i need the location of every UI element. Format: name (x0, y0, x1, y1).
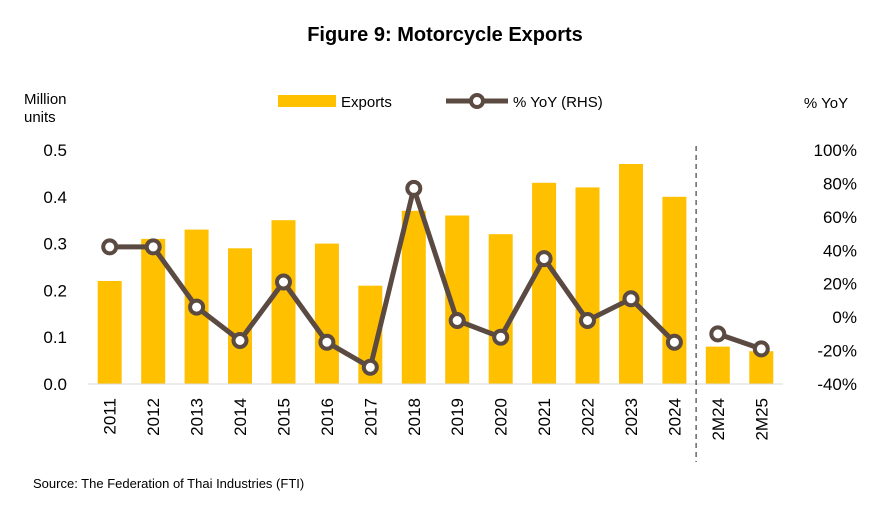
x-tick-2016: 2016 (318, 398, 337, 436)
bar-2023 (619, 164, 643, 384)
legend: Exports % YoY (RHS) (278, 93, 603, 111)
bar-2016 (314, 243, 339, 384)
yoy-point-2022 (579, 312, 596, 329)
x-tick-2024: 2024 (665, 398, 684, 436)
left-axis-ticks: 0.0 0.1 0.2 0.3 0.4 0.5 (43, 141, 67, 394)
left-tick-label: 0.2 (43, 281, 67, 300)
yoy-point-2011 (101, 238, 119, 256)
right-tick-label: 80% (823, 174, 857, 193)
legend-yoy-label: % YoY (RHS) (513, 94, 603, 111)
right-tick-label: 20% (823, 275, 857, 294)
yoy-point-2021 (535, 250, 553, 268)
x-tick-2022: 2022 (579, 398, 598, 436)
x-tick-2011: 2011 (101, 398, 120, 435)
legend-exports-swatch (278, 95, 336, 107)
yoy-point-2024 (665, 333, 683, 351)
left-axis-unit-line: Million (24, 91, 67, 108)
yoy-point-2023 (622, 290, 640, 308)
yoy-point-2M24 (709, 325, 727, 343)
right-tick-label: 60% (823, 208, 857, 227)
bar-2015 (271, 220, 296, 384)
x-tick-2013: 2013 (188, 398, 207, 436)
source-note: Source: The Federation of Thai Industrie… (33, 476, 304, 491)
x-axis-ticks: 2011 2012 2013 2014 2015 2016 2017 2018 2019 2020… (101, 398, 772, 441)
x-tick-2018: 2018 (405, 398, 424, 436)
bar-2022 (575, 187, 600, 384)
yoy-point-2016 (318, 333, 336, 351)
x-tick-2M25: 2M25 (752, 398, 771, 441)
x-tick-2019: 2019 (448, 398, 467, 436)
x-tick-2M24: 2M24 (709, 398, 728, 441)
chart-title: Figure 9: Motorcycle Exports (307, 24, 583, 46)
legend-yoy-marker (469, 93, 485, 109)
yoy-point-2012 (144, 238, 162, 256)
yoy-point-2014 (231, 332, 249, 349)
right-tick-label: 40% (823, 241, 857, 260)
left-tick-label: 0.5 (43, 141, 67, 160)
bar-2018 (401, 210, 426, 384)
yoy-point-2018 (405, 179, 423, 197)
yoy-point-2M25 (752, 340, 770, 358)
right-axis-unit-label: % YoY (804, 95, 848, 112)
left-tick-label: 0.0 (43, 375, 67, 394)
right-tick-label: 100% (814, 141, 857, 160)
left-tick-label: 0.3 (43, 235, 67, 254)
right-axis-ticks: -40% -20% 0% 20% 40% 60% 80% 100% (814, 141, 857, 394)
bar-2024 (662, 196, 687, 384)
bars (97, 164, 774, 384)
bar-2014 (228, 248, 252, 384)
x-tick-2023: 2023 (622, 398, 641, 436)
left-tick-label: 0.4 (43, 188, 67, 207)
yoy-line-series (101, 179, 770, 376)
bar-2021 (532, 182, 557, 384)
x-tick-2017: 2017 (361, 398, 380, 436)
bar-2M24 (705, 346, 730, 384)
legend-exports-label: Exports (341, 94, 392, 111)
yoy-point-2013 (188, 298, 206, 316)
yoy-point-2019 (448, 312, 466, 329)
bar-2011 (97, 281, 122, 384)
x-tick-2021: 2021 (535, 398, 554, 436)
left-axis-unit-line: units (24, 109, 56, 126)
left-tick-label: 0.1 (43, 328, 67, 347)
right-tick-label: -40% (817, 375, 857, 394)
yoy-line-annual (109, 185, 677, 370)
right-tick-label: 0% (832, 308, 857, 327)
x-tick-2014: 2014 (231, 398, 250, 436)
x-tick-2012: 2012 (144, 398, 163, 436)
right-tick-label: -20% (817, 342, 857, 361)
bar-2012 (141, 238, 166, 384)
yoy-point-2020 (492, 328, 510, 346)
x-tick-2020: 2020 (492, 398, 511, 436)
bar-2020 (488, 234, 513, 384)
yoy-point-2015 (275, 273, 292, 291)
x-tick-2015: 2015 (275, 398, 294, 436)
yoy-point-2017 (361, 358, 379, 376)
